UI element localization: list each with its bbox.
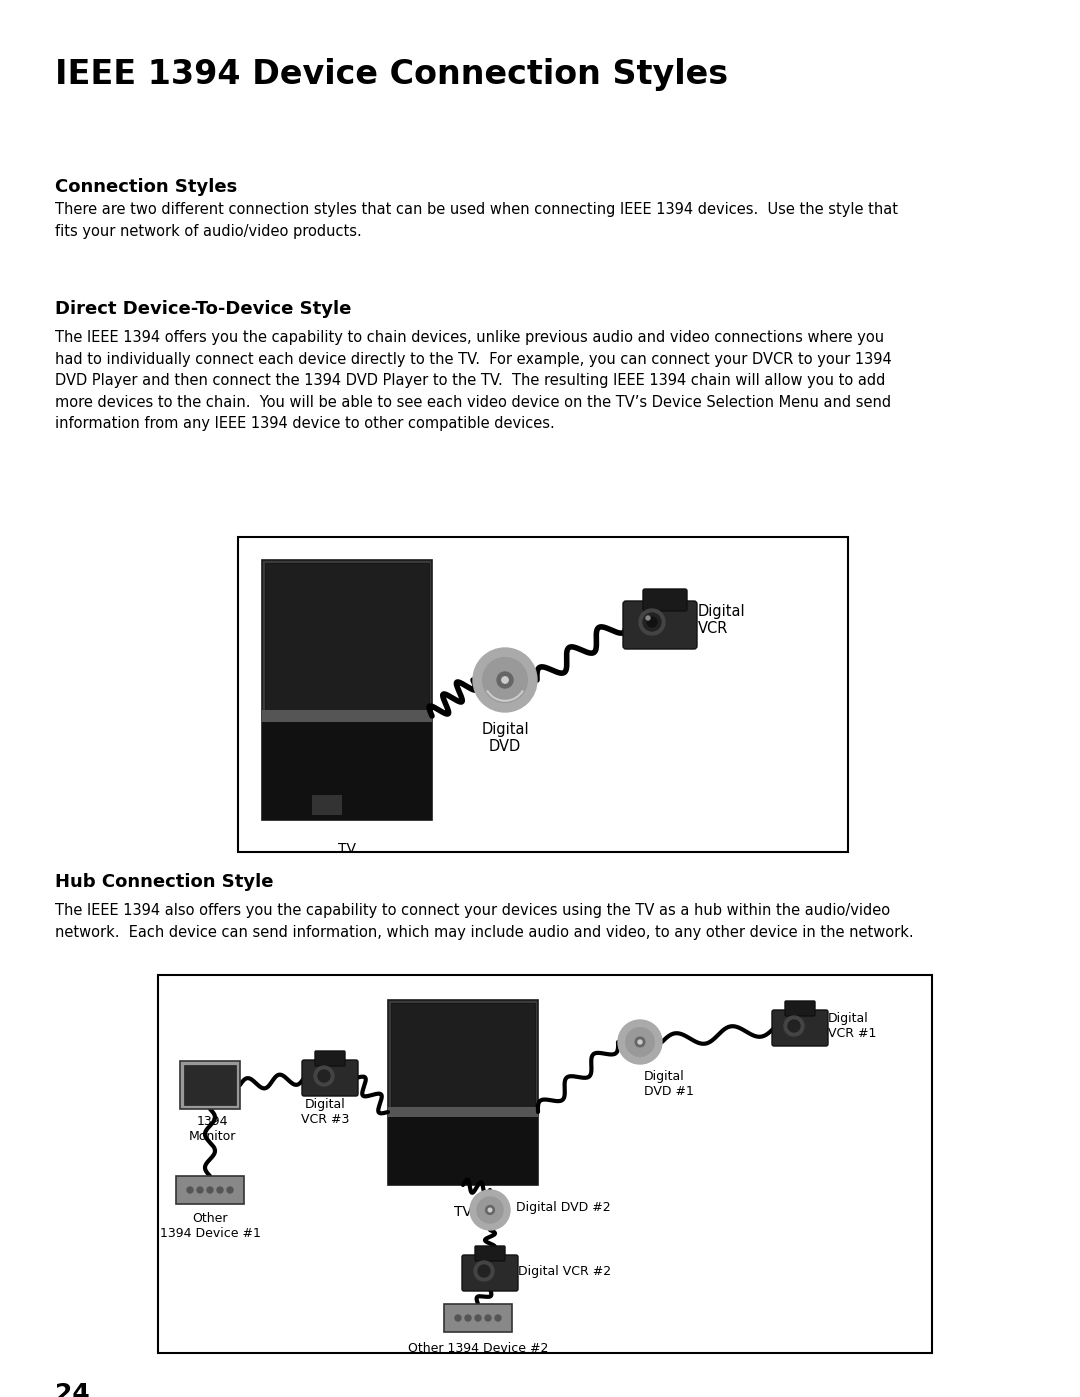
- Circle shape: [788, 1020, 800, 1032]
- Text: TV: TV: [454, 1206, 472, 1220]
- Circle shape: [646, 616, 650, 620]
- Circle shape: [502, 676, 509, 683]
- Circle shape: [470, 1190, 510, 1229]
- FancyBboxPatch shape: [180, 1060, 240, 1109]
- FancyBboxPatch shape: [475, 1246, 505, 1261]
- Circle shape: [488, 1208, 491, 1211]
- Circle shape: [187, 1187, 193, 1193]
- Circle shape: [477, 1197, 503, 1222]
- FancyBboxPatch shape: [262, 560, 432, 820]
- Circle shape: [485, 1315, 491, 1322]
- Text: Digital
VCR #1: Digital VCR #1: [828, 1011, 876, 1039]
- Circle shape: [643, 613, 661, 631]
- Text: Other 1394 Device #2: Other 1394 Device #2: [408, 1343, 549, 1355]
- FancyBboxPatch shape: [444, 1303, 512, 1331]
- Circle shape: [207, 1187, 213, 1193]
- Circle shape: [635, 1037, 645, 1046]
- Circle shape: [455, 1315, 461, 1322]
- FancyBboxPatch shape: [312, 795, 342, 814]
- Circle shape: [625, 1028, 654, 1056]
- Circle shape: [478, 1266, 490, 1277]
- FancyBboxPatch shape: [388, 1118, 538, 1185]
- Circle shape: [495, 1315, 501, 1322]
- Circle shape: [497, 672, 513, 687]
- Text: There are two different connection styles that can be used when connecting IEEE : There are two different connection style…: [55, 203, 897, 239]
- Circle shape: [638, 1039, 642, 1044]
- Circle shape: [483, 658, 527, 703]
- Circle shape: [474, 1261, 494, 1281]
- Text: Direct Device-To-Device Style: Direct Device-To-Device Style: [55, 300, 351, 319]
- Text: Hub Connection Style: Hub Connection Style: [55, 873, 273, 891]
- Circle shape: [486, 1206, 495, 1214]
- Text: Connection Styles: Connection Styles: [55, 177, 238, 196]
- Circle shape: [197, 1187, 203, 1193]
- FancyBboxPatch shape: [158, 975, 932, 1354]
- Text: The IEEE 1394 offers you the capability to chain devices, unlike previous audio : The IEEE 1394 offers you the capability …: [55, 330, 892, 432]
- Text: Digital
DVD #1: Digital DVD #1: [644, 1070, 693, 1098]
- Circle shape: [618, 1020, 662, 1065]
- Text: Digital
DVD: Digital DVD: [482, 722, 529, 754]
- Text: Digital
VCR: Digital VCR: [698, 604, 745, 636]
- Text: IEEE 1394 Device Connection Styles: IEEE 1394 Device Connection Styles: [55, 59, 728, 91]
- FancyBboxPatch shape: [643, 590, 687, 610]
- Text: Other
1394 Device #1: Other 1394 Device #1: [160, 1213, 260, 1241]
- Text: The IEEE 1394 also offers you the capability to connect your devices using the T: The IEEE 1394 also offers you the capabi…: [55, 902, 914, 940]
- FancyBboxPatch shape: [184, 1065, 237, 1105]
- FancyBboxPatch shape: [265, 563, 429, 710]
- Circle shape: [639, 609, 665, 636]
- Text: Digital DVD #2: Digital DVD #2: [516, 1201, 610, 1214]
- Circle shape: [473, 648, 537, 712]
- FancyBboxPatch shape: [462, 1255, 518, 1291]
- FancyBboxPatch shape: [315, 1051, 345, 1066]
- Text: Digital
VCR #3: Digital VCR #3: [301, 1098, 349, 1126]
- FancyBboxPatch shape: [262, 710, 432, 722]
- Circle shape: [227, 1187, 233, 1193]
- FancyBboxPatch shape: [785, 1002, 815, 1016]
- FancyBboxPatch shape: [388, 1106, 538, 1118]
- Circle shape: [475, 1315, 481, 1322]
- FancyBboxPatch shape: [391, 1003, 535, 1106]
- FancyBboxPatch shape: [388, 1000, 538, 1185]
- FancyBboxPatch shape: [772, 1010, 828, 1046]
- FancyBboxPatch shape: [262, 722, 432, 820]
- Circle shape: [465, 1315, 471, 1322]
- Circle shape: [217, 1187, 222, 1193]
- FancyBboxPatch shape: [238, 536, 848, 852]
- FancyBboxPatch shape: [302, 1060, 357, 1097]
- Circle shape: [314, 1066, 334, 1085]
- FancyBboxPatch shape: [176, 1176, 244, 1204]
- Circle shape: [647, 617, 657, 627]
- Text: Digital VCR #2: Digital VCR #2: [518, 1264, 611, 1277]
- Circle shape: [784, 1016, 804, 1037]
- Text: 24: 24: [55, 1382, 90, 1397]
- Text: TV: TV: [338, 842, 356, 856]
- FancyBboxPatch shape: [623, 601, 697, 650]
- Text: 1394
Monitor: 1394 Monitor: [188, 1115, 235, 1143]
- Circle shape: [318, 1070, 330, 1083]
